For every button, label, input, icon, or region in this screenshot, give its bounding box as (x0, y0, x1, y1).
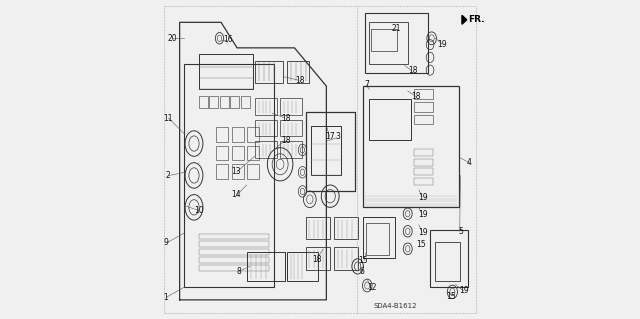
Bar (371, 29, 397, 51)
Bar (255, 98, 277, 115)
Bar (334, 247, 358, 270)
Text: 4: 4 (467, 158, 472, 167)
Bar (199, 241, 269, 247)
Text: 16: 16 (223, 35, 233, 44)
Bar (414, 89, 433, 99)
Bar (280, 120, 303, 136)
Text: 18: 18 (408, 66, 417, 75)
Bar (199, 54, 253, 89)
Text: 19: 19 (438, 40, 447, 48)
Text: 18: 18 (281, 114, 291, 122)
Bar (414, 102, 433, 112)
Bar (184, 64, 274, 287)
Bar (366, 223, 388, 255)
Text: SDA4-B1612: SDA4-B1612 (373, 303, 417, 309)
Bar (287, 252, 319, 281)
Text: 18: 18 (281, 136, 291, 145)
Bar (363, 217, 395, 258)
Bar (199, 249, 269, 255)
Bar (414, 178, 433, 185)
Text: 20: 20 (168, 34, 177, 43)
Bar (414, 168, 433, 175)
Bar (216, 127, 228, 142)
Text: 13: 13 (232, 167, 241, 176)
Text: 19: 19 (418, 228, 428, 237)
Bar (306, 247, 330, 270)
Bar (255, 120, 277, 136)
Bar (247, 146, 259, 160)
Text: 17: 17 (324, 132, 334, 141)
Bar (246, 252, 285, 281)
Bar (255, 61, 284, 83)
Bar (287, 61, 309, 83)
Polygon shape (462, 15, 467, 24)
Bar (199, 257, 269, 263)
Bar (247, 164, 259, 179)
Text: 18: 18 (313, 255, 322, 263)
Text: 1: 1 (163, 293, 168, 302)
Text: 11: 11 (163, 114, 172, 122)
Text: 15: 15 (358, 256, 368, 265)
Bar (363, 86, 459, 207)
Bar (334, 217, 358, 239)
Text: 21: 21 (392, 24, 401, 33)
Text: 7: 7 (365, 80, 370, 89)
Bar (199, 96, 208, 108)
Text: 14: 14 (232, 190, 241, 199)
Bar (216, 164, 228, 179)
Text: FR.: FR. (468, 15, 484, 24)
Bar (232, 164, 244, 179)
Bar (216, 146, 228, 160)
Text: 18: 18 (412, 92, 421, 101)
Text: 12: 12 (367, 283, 376, 292)
Bar (232, 146, 244, 160)
Bar (365, 13, 428, 73)
Text: 2: 2 (165, 171, 170, 180)
Bar (306, 112, 355, 191)
Text: 19: 19 (418, 193, 428, 202)
Text: 10: 10 (194, 206, 204, 215)
Bar (232, 127, 244, 142)
Bar (241, 96, 250, 108)
Bar (414, 159, 433, 166)
Bar (430, 230, 468, 287)
Bar (209, 96, 218, 108)
Bar (280, 98, 303, 115)
Text: 19: 19 (460, 286, 469, 295)
Bar (280, 141, 303, 158)
Text: 18: 18 (295, 76, 305, 85)
Bar (199, 234, 269, 239)
Bar (230, 96, 239, 108)
Bar (369, 99, 411, 140)
Bar (199, 265, 269, 271)
Text: 15: 15 (446, 292, 456, 300)
Bar (220, 96, 228, 108)
Bar (414, 149, 433, 156)
Text: 8: 8 (236, 267, 241, 276)
Text: 3: 3 (335, 132, 340, 141)
Bar (255, 141, 277, 158)
Bar (311, 126, 341, 175)
Text: 5: 5 (458, 227, 463, 236)
Bar (414, 115, 433, 124)
Text: 19: 19 (418, 210, 428, 219)
Bar (247, 127, 259, 142)
Text: 15: 15 (417, 240, 426, 249)
Text: 6: 6 (360, 267, 365, 276)
Bar (306, 217, 330, 239)
Bar (435, 242, 460, 281)
Bar (369, 22, 408, 64)
Text: 9: 9 (164, 238, 169, 247)
